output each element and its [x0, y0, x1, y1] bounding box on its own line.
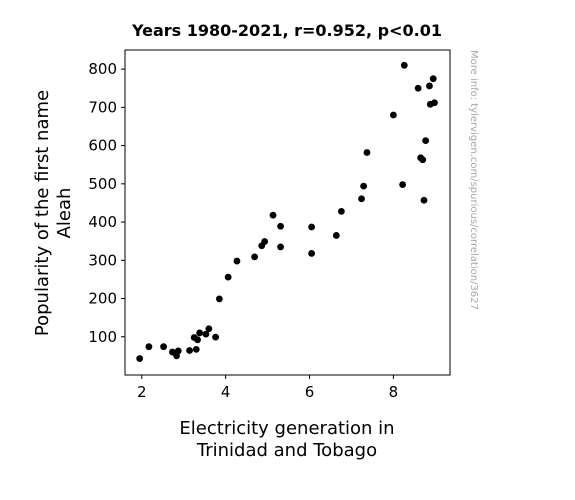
data-point — [277, 222, 284, 230]
data-point — [277, 243, 284, 251]
data-point — [205, 325, 213, 333]
data-point — [269, 211, 277, 219]
chart-title: Years 1980-2021, r=0.952, p<0.01 — [131, 21, 442, 40]
data-point — [202, 330, 210, 338]
y-tick-label: 700 — [88, 98, 117, 116]
data-point — [308, 223, 316, 231]
x-axis-label-line-1: Electricity generation in — [179, 418, 394, 439]
data-point — [422, 137, 430, 145]
x-tick-label: 8 — [389, 383, 399, 401]
data-point — [196, 329, 204, 337]
data-point — [251, 253, 258, 261]
x-tick-label: 4 — [221, 383, 231, 401]
data-point — [224, 273, 232, 281]
y-tick-label: 300 — [88, 251, 117, 269]
x-axis: 2 4 6 8 — [137, 375, 398, 401]
data-point — [215, 295, 223, 303]
watermark: More info: tylervigen.com/spurious/corre… — [468, 50, 479, 310]
y-tick-label: 100 — [88, 328, 117, 346]
data-point — [429, 75, 437, 83]
x-tick-label: 6 — [305, 383, 315, 401]
data-point — [233, 257, 241, 265]
y-axis-label-line-2: Aleah — [54, 188, 75, 239]
x-tick-label: 2 — [137, 383, 147, 401]
x-axis-label-line-2: Trinidad and Tobago — [196, 440, 377, 461]
data-point — [389, 111, 397, 119]
data-point — [337, 207, 345, 215]
watermark-text: More info: tylervigen.com/spurious/corre… — [468, 50, 479, 310]
data-point — [194, 336, 201, 344]
data-point — [419, 156, 427, 164]
data-point — [360, 182, 368, 190]
data-points — [136, 61, 438, 362]
data-point — [160, 343, 167, 351]
data-point — [426, 82, 433, 90]
data-point — [414, 84, 422, 92]
data-point — [358, 195, 365, 203]
data-point — [400, 61, 408, 69]
data-point — [261, 238, 269, 245]
data-point — [192, 345, 200, 353]
data-point — [420, 196, 428, 204]
data-point — [174, 347, 182, 355]
data-point — [308, 250, 316, 257]
data-point — [212, 333, 219, 341]
y-tick-label: 400 — [88, 213, 117, 231]
y-tick-label: 200 — [88, 290, 117, 308]
y-tick-label: 600 — [88, 137, 117, 155]
y-axis-label: Popularity of the first name Aleah — [32, 90, 75, 336]
data-point — [399, 181, 407, 188]
y-axis-label-line-1: Popularity of the first name — [32, 90, 53, 336]
data-point — [431, 99, 438, 107]
y-axis: 100 200 300 400 500 600 700 800 — [88, 60, 125, 346]
plot-area — [124, 49, 451, 376]
data-point — [145, 343, 153, 351]
data-point — [332, 232, 340, 239]
data-point — [186, 347, 193, 354]
y-tick-label: 500 — [88, 175, 117, 193]
y-tick-label: 800 — [88, 60, 117, 78]
data-point — [363, 149, 371, 156]
data-point — [136, 355, 144, 362]
